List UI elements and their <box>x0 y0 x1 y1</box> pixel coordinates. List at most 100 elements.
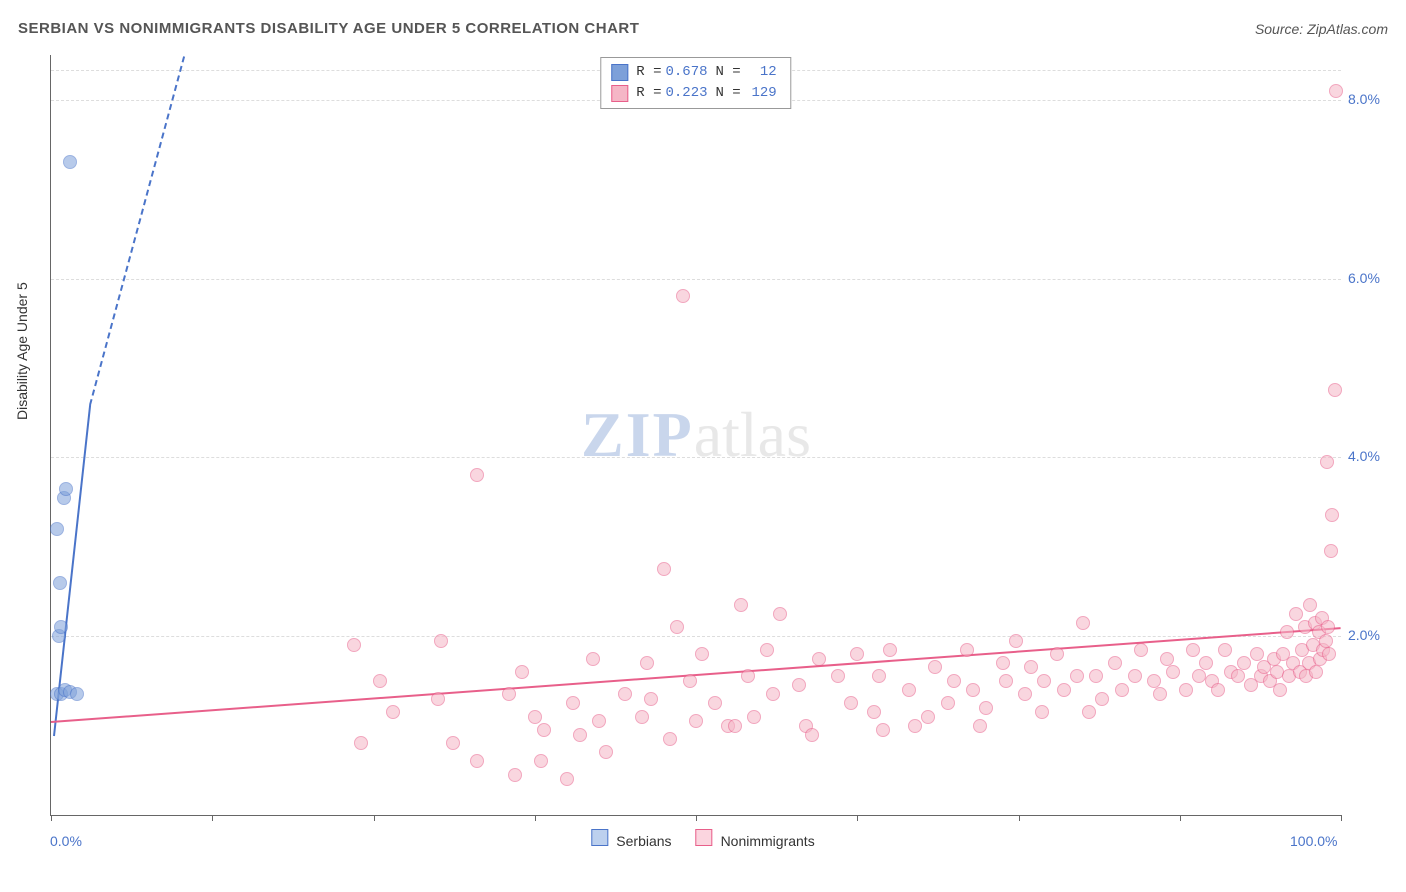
data-point <box>640 656 654 670</box>
data-point <box>960 643 974 657</box>
data-point <box>1089 669 1103 683</box>
data-point <box>644 692 658 706</box>
data-point <box>683 674 697 688</box>
data-point <box>773 607 787 621</box>
legend-stat-row: R = 0.223 N = 129 <box>611 83 780 104</box>
y-tick-label: 2.0% <box>1348 627 1406 643</box>
data-point <box>1179 683 1193 697</box>
x-tick <box>51 815 52 821</box>
data-point <box>1035 705 1049 719</box>
data-point <box>760 643 774 657</box>
data-point <box>59 482 73 496</box>
data-point <box>1273 683 1287 697</box>
data-point <box>1070 669 1084 683</box>
data-point <box>883 643 897 657</box>
data-point <box>1009 634 1023 648</box>
data-point <box>1037 674 1051 688</box>
correlation-legend: R = 0.678 N = 12R = 0.223 N = 129 <box>600 57 791 109</box>
data-point <box>1250 647 1264 661</box>
data-point <box>566 696 580 710</box>
data-point <box>470 754 484 768</box>
data-point <box>1134 643 1148 657</box>
data-point <box>1309 665 1323 679</box>
data-point <box>766 687 780 701</box>
data-point <box>537 723 551 737</box>
legend-swatch <box>696 829 713 846</box>
data-point <box>1076 616 1090 630</box>
data-point <box>1082 705 1096 719</box>
data-point <box>979 701 993 715</box>
chart-title: SERBIAN VS NONIMMIGRANTS DISABILITY AGE … <box>18 20 639 37</box>
data-point <box>747 710 761 724</box>
chart-source: Source: ZipAtlas.com <box>1255 21 1388 37</box>
data-point <box>1321 620 1335 634</box>
x-tick <box>535 815 536 821</box>
data-point <box>734 598 748 612</box>
data-point <box>1289 607 1303 621</box>
watermark: ZIPatlas <box>581 398 811 472</box>
data-point <box>1186 643 1200 657</box>
gridline <box>51 457 1341 458</box>
data-point <box>1147 674 1161 688</box>
data-point <box>534 754 548 768</box>
data-point <box>502 687 516 701</box>
data-point <box>1095 692 1109 706</box>
data-point <box>1303 598 1317 612</box>
data-point <box>1115 683 1129 697</box>
data-point <box>1024 660 1038 674</box>
data-point <box>386 705 400 719</box>
data-point <box>573 728 587 742</box>
legend-swatch <box>611 85 628 102</box>
data-point <box>973 719 987 733</box>
data-point <box>947 674 961 688</box>
legend-item: Serbians <box>591 829 671 849</box>
data-point <box>663 732 677 746</box>
data-point <box>966 683 980 697</box>
data-point <box>599 745 613 759</box>
data-point <box>695 647 709 661</box>
series-legend: SerbiansNonimmigrants <box>591 829 814 849</box>
data-point <box>689 714 703 728</box>
data-point <box>670 620 684 634</box>
x-tick-label-right: 100.0% <box>1290 833 1337 849</box>
data-point <box>741 669 755 683</box>
data-point <box>560 772 574 786</box>
data-point <box>844 696 858 710</box>
data-point <box>354 736 368 750</box>
x-tick <box>1341 815 1342 821</box>
data-point <box>1128 669 1142 683</box>
data-point <box>1319 634 1333 648</box>
data-point <box>708 696 722 710</box>
data-point <box>1324 544 1338 558</box>
data-point <box>908 719 922 733</box>
data-point <box>347 638 361 652</box>
legend-stat-row: R = 0.678 N = 12 <box>611 62 780 83</box>
data-point <box>999 674 1013 688</box>
data-point <box>373 674 387 688</box>
data-point <box>831 669 845 683</box>
gridline <box>51 636 1341 637</box>
data-point <box>657 562 671 576</box>
y-tick-label: 6.0% <box>1348 270 1406 286</box>
data-point <box>812 652 826 666</box>
data-point <box>805 728 819 742</box>
data-point <box>928 660 942 674</box>
data-point <box>635 710 649 724</box>
data-point <box>1160 652 1174 666</box>
y-tick-label: 4.0% <box>1348 448 1406 464</box>
data-point <box>1199 656 1213 670</box>
trend-line <box>51 627 1341 723</box>
x-tick <box>374 815 375 821</box>
data-point <box>70 687 84 701</box>
data-point <box>592 714 606 728</box>
legend-swatch <box>591 829 608 846</box>
data-point <box>1057 683 1071 697</box>
data-point <box>941 696 955 710</box>
x-tick <box>857 815 858 821</box>
data-point <box>1280 625 1294 639</box>
data-point <box>1270 665 1284 679</box>
data-point <box>1050 647 1064 661</box>
x-tick <box>1180 815 1181 821</box>
data-point <box>1192 669 1206 683</box>
data-point <box>618 687 632 701</box>
